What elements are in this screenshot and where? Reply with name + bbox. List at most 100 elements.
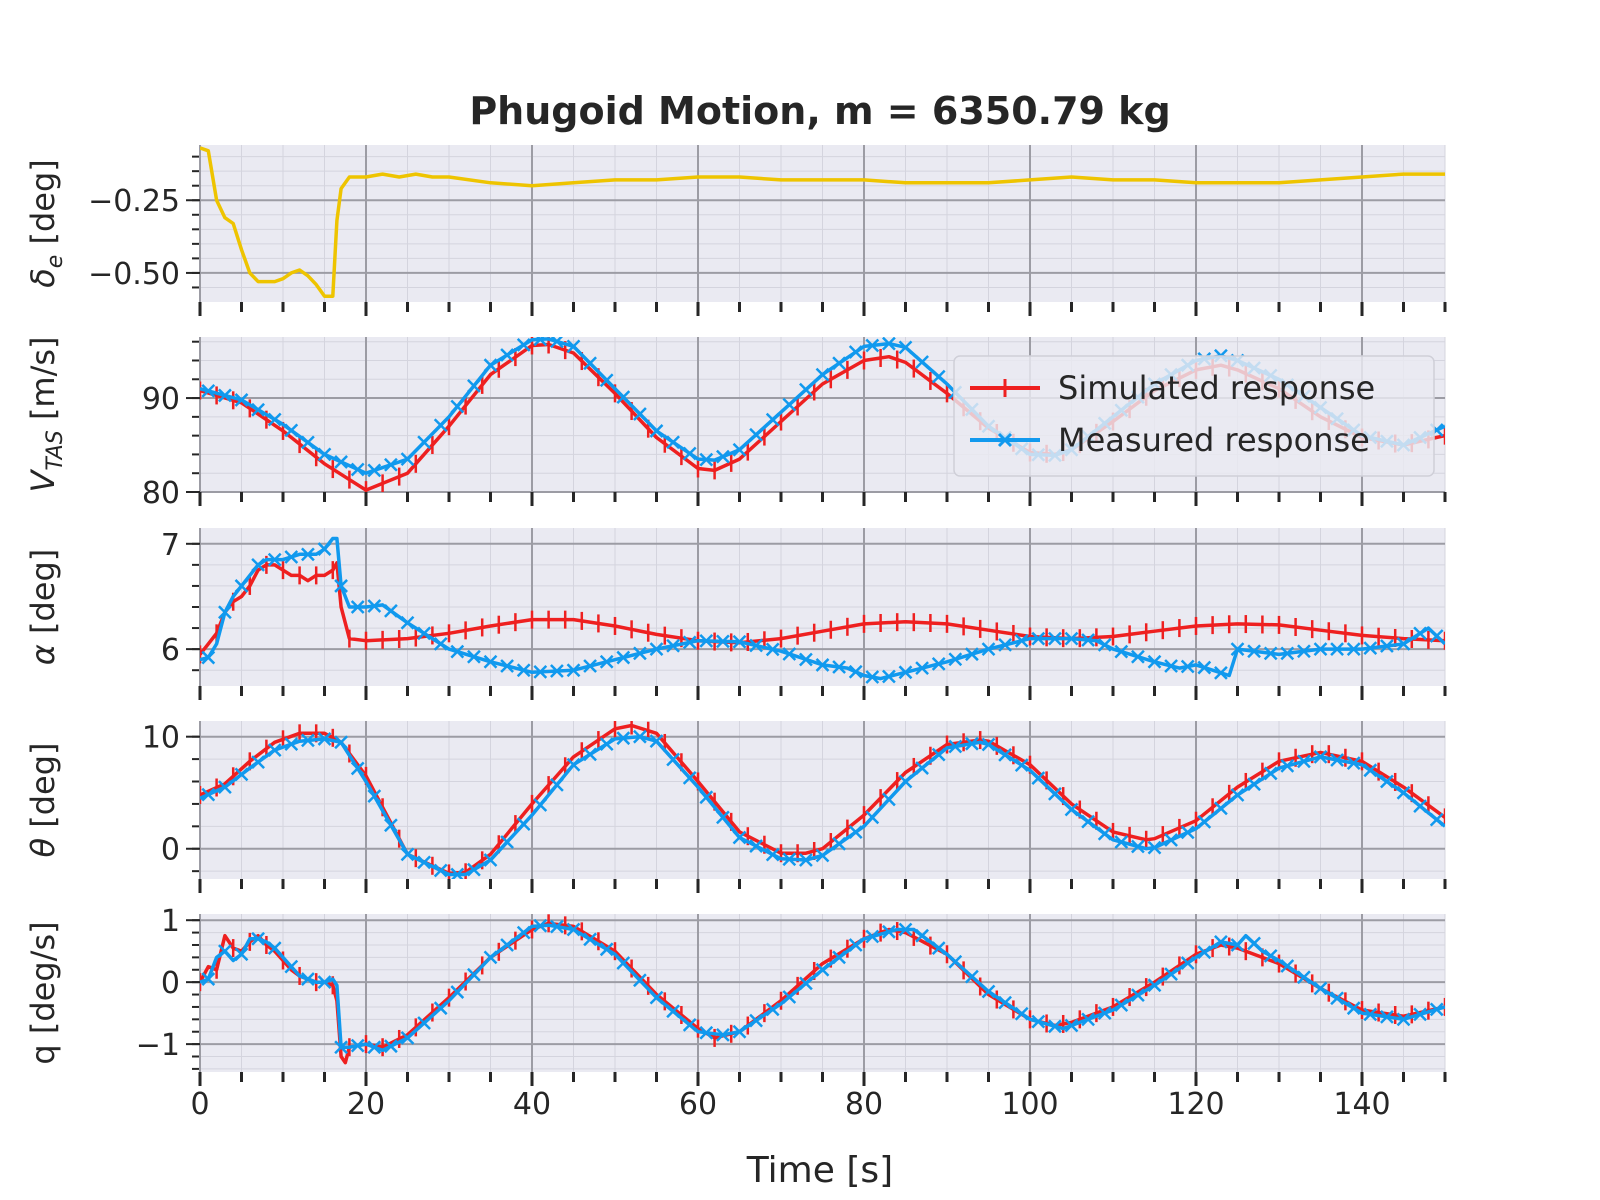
data-point <box>948 739 963 754</box>
data-point <box>782 852 797 867</box>
x-tick-label: 60 <box>679 1087 717 1122</box>
data-point <box>1263 646 1278 661</box>
y-tick-label: 0 <box>161 966 180 1001</box>
data-point <box>1297 754 1311 769</box>
data-point <box>583 932 597 947</box>
data-point <box>1346 642 1361 657</box>
data-point <box>616 731 631 746</box>
legend-label: Measured response <box>1058 421 1370 459</box>
data-point <box>915 761 929 775</box>
y-axis-label-q: q [deg/s] <box>24 921 62 1064</box>
data-point <box>317 975 332 990</box>
data-point <box>832 836 846 851</box>
data-point <box>1114 835 1129 849</box>
data-point <box>1131 649 1145 664</box>
data-point <box>633 407 647 421</box>
data-point <box>201 384 216 398</box>
data-point <box>981 984 996 999</box>
data-point <box>1180 956 1195 970</box>
data-point <box>1097 638 1112 652</box>
data-point <box>483 853 498 867</box>
data-point <box>267 552 282 567</box>
data-point <box>251 755 265 769</box>
legend-item: Simulated response <box>970 369 1375 407</box>
data-point <box>1081 633 1095 647</box>
data-point <box>1014 758 1029 773</box>
data-point <box>334 579 348 593</box>
data-point <box>433 418 448 433</box>
data-point <box>417 626 431 641</box>
data-point <box>234 393 249 407</box>
y-tick-label: 10 <box>142 721 180 756</box>
data-point <box>898 922 913 937</box>
data-point <box>1263 948 1278 963</box>
data-point <box>848 825 863 840</box>
data-point <box>633 646 647 661</box>
data-point <box>500 348 514 362</box>
data-point <box>848 345 863 359</box>
data-point <box>384 818 398 833</box>
data-point <box>1147 654 1162 669</box>
data-point <box>815 367 830 382</box>
data-point <box>400 1031 415 1045</box>
data-point <box>865 670 880 684</box>
data-point <box>666 435 680 450</box>
data-point <box>284 550 299 564</box>
y-tick-label: 7 <box>161 528 180 563</box>
data-point <box>1230 788 1245 802</box>
data-point <box>483 654 498 669</box>
data-point <box>998 747 1012 762</box>
data-point <box>1247 644 1261 659</box>
data-point <box>732 634 747 649</box>
data-point <box>550 919 564 934</box>
data-point <box>1429 629 1444 643</box>
data-point <box>1147 840 1162 855</box>
data-point <box>782 397 797 412</box>
data-point <box>1346 1001 1361 1016</box>
data-point <box>633 973 647 988</box>
data-point <box>882 337 896 351</box>
data-point <box>1180 659 1195 674</box>
data-point <box>948 652 963 667</box>
data-point <box>732 442 747 457</box>
data-point <box>483 950 498 965</box>
data-point <box>682 1018 697 1032</box>
data-point <box>583 747 597 762</box>
data-point <box>633 729 647 744</box>
data-point <box>1214 801 1228 816</box>
x-tick-label: 20 <box>347 1087 385 1122</box>
data-point <box>865 810 880 825</box>
data-point <box>583 356 597 371</box>
data-point <box>898 665 913 680</box>
data-point <box>1097 1006 1112 1021</box>
data-point <box>915 928 929 943</box>
data-point <box>533 665 548 679</box>
data-point <box>682 771 697 785</box>
data-point <box>433 1001 448 1016</box>
data-point <box>682 635 697 650</box>
data-point <box>201 650 216 665</box>
data-point <box>1297 644 1311 659</box>
data-point <box>367 463 382 478</box>
data-point <box>832 660 846 674</box>
data-point <box>649 424 664 438</box>
data-point <box>350 600 365 614</box>
data-point <box>1214 934 1228 949</box>
data-point <box>998 638 1012 652</box>
data-point <box>1330 991 1344 1006</box>
data-point <box>599 942 614 957</box>
data-point <box>1247 777 1261 792</box>
data-point <box>1164 659 1178 673</box>
data-point <box>699 452 714 467</box>
data-point <box>301 435 315 450</box>
data-point <box>782 647 797 661</box>
data-point <box>1114 998 1129 1012</box>
data-point <box>400 615 415 630</box>
data-point <box>417 855 431 870</box>
data-point <box>500 659 514 673</box>
data-point <box>832 950 846 965</box>
data-point <box>1031 771 1046 786</box>
data-point <box>1064 631 1079 646</box>
data-point <box>1197 945 1212 960</box>
data-point <box>218 944 232 959</box>
